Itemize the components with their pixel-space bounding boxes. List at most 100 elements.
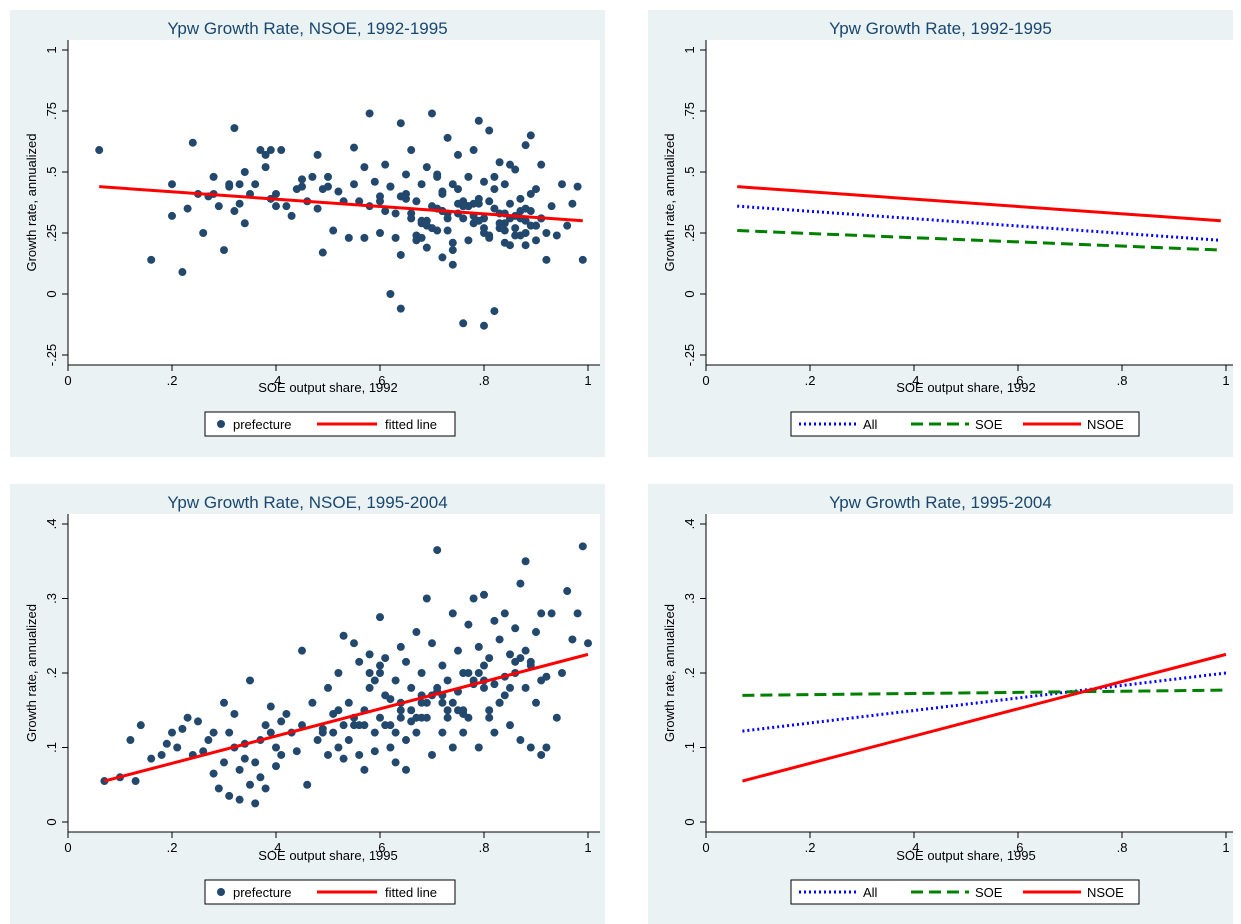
scatter-point	[573, 182, 582, 191]
legend-label-fitted: fitted line	[385, 417, 437, 432]
scatter-point	[474, 743, 483, 752]
scatter-point	[428, 109, 436, 118]
scatter-point	[464, 669, 473, 677]
scatter-point	[448, 180, 457, 189]
scatter-point	[521, 557, 530, 566]
scatter-point	[277, 750, 286, 759]
scatter-point	[552, 231, 561, 240]
scatter-point	[277, 717, 286, 726]
legend-label-soe: SOE	[975, 417, 1003, 432]
scatter-point	[521, 646, 530, 655]
scatter-point	[396, 713, 405, 722]
x-axis-label: SOE output share, 1995	[896, 848, 1035, 863]
scatter-point	[396, 304, 405, 313]
scatter-point	[308, 698, 317, 707]
scatter-point	[516, 231, 525, 240]
scatter-point	[391, 676, 400, 685]
scatter-point	[334, 706, 343, 715]
scatter-point	[402, 657, 410, 666]
scatter-point	[355, 657, 364, 666]
scatter-point	[490, 616, 499, 625]
scatter-point	[506, 650, 514, 659]
scatter-point	[376, 613, 384, 622]
scatter-point	[391, 728, 400, 737]
series-line-soe	[742, 688, 1227, 697]
scatter-point	[230, 709, 239, 718]
scatter-point	[454, 185, 462, 194]
scatter-point	[563, 221, 572, 230]
scatter-point	[526, 131, 535, 140]
scatter-point	[225, 728, 234, 737]
scatter-point	[214, 784, 223, 793]
x-tick-label: .6	[375, 840, 386, 855]
scatter-point	[360, 765, 369, 774]
chart-svg: Ypw Growth Rate, 1992-1995 0 .2 .4 .6 .8 1 -.25…	[662, 19, 1233, 437]
scatter-point	[329, 728, 338, 737]
x-tick-label: .6	[375, 373, 386, 388]
scatter-point	[506, 683, 514, 692]
scatter-point	[485, 713, 494, 722]
scatter-point	[422, 698, 431, 707]
scatter-point	[266, 146, 275, 155]
scatter-point	[438, 728, 447, 737]
scatter-point	[578, 255, 587, 264]
scatter-point	[443, 133, 452, 142]
chart-title: Ypw Growth Rate, 1995-2004	[829, 493, 1052, 512]
scatter-point	[266, 702, 275, 711]
scatter-point	[168, 728, 176, 737]
scatter-point	[578, 542, 587, 551]
scatter-point	[251, 180, 260, 189]
scatter-point	[365, 669, 374, 677]
scatter-point	[261, 163, 270, 172]
scatter-point	[438, 253, 447, 262]
scatter-point	[500, 609, 509, 618]
scatter-point	[506, 721, 514, 730]
scatter-point	[537, 750, 546, 759]
scatter-point	[376, 669, 384, 677]
scatter-point	[511, 224, 520, 233]
scatter-point	[542, 743, 551, 752]
scatter-point	[282, 202, 291, 211]
scatter-point	[324, 683, 332, 692]
scatter-point	[500, 691, 509, 700]
scatter-point	[422, 594, 431, 603]
scatter-point	[376, 661, 384, 670]
scatter-point	[521, 141, 530, 150]
scatter-point	[516, 736, 525, 745]
scatter-point	[204, 736, 213, 745]
x-tick-label: .2	[167, 840, 178, 855]
scatter-point	[428, 750, 436, 759]
legend: All SOE NSOE	[790, 411, 1140, 437]
scatter-point	[537, 676, 546, 685]
scatter-point	[214, 202, 223, 211]
scatter-point	[558, 669, 566, 677]
scatter-point	[547, 202, 556, 211]
scatter-point	[391, 233, 400, 242]
y-tick-label: .25	[44, 224, 59, 242]
scatter-point	[313, 150, 322, 159]
scatter-point	[272, 762, 280, 771]
x-tick-label: .2	[167, 373, 178, 388]
scatter-point	[396, 119, 405, 128]
y-tick-label: 0	[682, 818, 697, 825]
scatter-point	[339, 631, 348, 640]
scatter-point	[506, 160, 514, 169]
scatter-point	[308, 172, 317, 181]
x-tick-label: .8	[1117, 373, 1128, 388]
scatter-point	[480, 683, 488, 692]
scatter-point	[448, 260, 457, 269]
scatter-point	[376, 229, 384, 237]
scatter-point	[272, 202, 280, 211]
scatter-point	[417, 180, 426, 189]
series-line-all	[737, 204, 1221, 242]
y-tick-label: .1	[44, 742, 59, 753]
scatter-point	[370, 177, 379, 186]
x-tick-label: 1	[1222, 840, 1229, 855]
scatter-point	[303, 780, 312, 789]
scatter-point	[568, 199, 577, 208]
scatter-point	[188, 138, 197, 147]
scatter-point	[370, 747, 379, 756]
scatter-point	[355, 721, 364, 730]
y-tick-label: .4	[682, 519, 697, 530]
scatter-point	[298, 721, 306, 730]
